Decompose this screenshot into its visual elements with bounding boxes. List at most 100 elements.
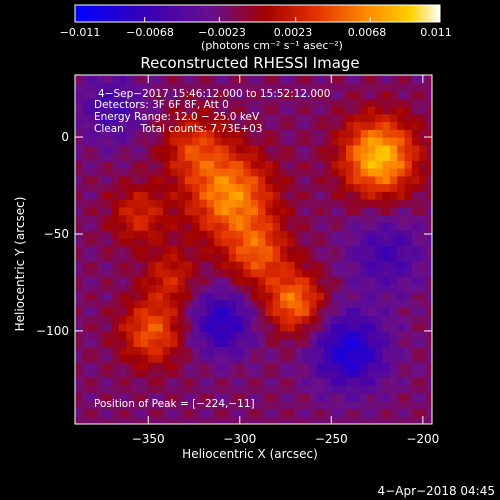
heatmap-cell [302, 330, 310, 340]
heatmap-cell [243, 354, 252, 363]
heatmap-cell [272, 330, 281, 340]
heatmap-cell [199, 330, 208, 340]
heatmap-cell [345, 400, 354, 410]
heatmap-cell [375, 330, 384, 340]
heatmap-cell [118, 152, 127, 161]
heatmap-cell [302, 137, 310, 146]
heatmap-cell [243, 400, 252, 410]
heatmap-cell [360, 338, 369, 348]
heatmap-cell [170, 299, 179, 309]
x-axis-ticks: −350 −300 −250 −200 [132, 75, 439, 446]
heatmap-cell [199, 261, 208, 270]
heatmap-cell [382, 160, 391, 169]
heatmap-cell [162, 253, 171, 262]
heatmap-cell [214, 230, 223, 239]
heatmap-cell [170, 199, 179, 208]
heatmap-cell [111, 261, 120, 270]
heatmap-cell [397, 152, 406, 161]
heatmap-cell [302, 292, 310, 301]
heatmap-cell [199, 416, 208, 424]
heatmap-cell [228, 175, 237, 185]
heatmap-cell [345, 385, 354, 394]
heatmap-cell [228, 82, 237, 92]
heatmap-cell [404, 416, 413, 424]
heatmap-cell [389, 106, 398, 115]
heatmap-cell [236, 307, 245, 317]
heatmap-cell [338, 98, 347, 107]
heatmap-cell [258, 230, 266, 239]
heatmap-cell [338, 199, 347, 208]
heatmap-cell [104, 261, 113, 270]
heatmap-cell [126, 385, 135, 394]
heatmap-cell [243, 284, 252, 293]
heatmap-cell [192, 237, 201, 247]
heatmap-cell [126, 338, 135, 348]
heatmap-cell [228, 168, 237, 177]
heatmap-cell [82, 222, 91, 231]
heatmap-cell [280, 292, 288, 301]
heatmap-cell [162, 160, 171, 169]
heatmap-cell [250, 168, 259, 177]
heatmap-cell [236, 113, 245, 123]
heatmap-cell [382, 261, 391, 270]
heatmap-cell [82, 175, 91, 185]
heatmap-cell [331, 206, 340, 216]
heatmap-cell [104, 168, 113, 177]
heatmap-cell [316, 369, 325, 379]
heatmap-cell [75, 416, 83, 424]
heatmap-cell [177, 168, 186, 177]
heatmap-cell [184, 222, 193, 231]
heatmap-cell [133, 385, 142, 394]
heatmap-cell [177, 175, 186, 185]
heatmap-cell [140, 199, 149, 208]
heatmap-cell [199, 98, 208, 107]
heatmap-cell [133, 222, 142, 231]
heatmap-cell [323, 315, 332, 324]
heatmap-cell [177, 183, 186, 192]
heatmap-cell [419, 144, 428, 154]
heatmap-cell [404, 222, 413, 231]
heatmap-cell [133, 400, 142, 410]
heatmap-cell [309, 175, 318, 185]
heatmap-cell [184, 346, 193, 355]
heatmap-cell [397, 392, 406, 402]
heatmap-cell [419, 284, 428, 293]
heatmap-cell [360, 284, 369, 293]
heatmap-cell [82, 98, 91, 107]
heatmap-cell [258, 113, 266, 123]
heatmap-cell [287, 253, 296, 262]
heatmap-cell [404, 160, 413, 169]
heatmap-cell [206, 144, 215, 154]
heatmap-cell [272, 160, 281, 169]
heatmap-cell [309, 183, 318, 192]
heatmap-cell [367, 183, 376, 192]
heatmap-cell [148, 361, 157, 371]
heatmap-cell [360, 408, 369, 417]
heatmap-cell [265, 292, 274, 301]
heatmap-cell [331, 292, 340, 301]
heatmap-cell [192, 230, 201, 239]
heatmap-cell [162, 113, 171, 123]
heatmap-cell [411, 160, 420, 169]
heatmap-cell [375, 214, 384, 223]
heatmap-cell [316, 82, 325, 92]
heatmap-cell [228, 121, 237, 130]
heatmap-cell [389, 152, 398, 161]
heatmap-cell [389, 237, 398, 247]
heatmap-cell [287, 206, 296, 216]
heatmap-cell [360, 106, 369, 115]
heatmap-cell [345, 214, 354, 223]
heatmap-cell [133, 82, 142, 92]
heatmap-cell [302, 82, 310, 92]
heatmap-cell [214, 214, 223, 223]
heatmap-cell [272, 346, 281, 355]
heatmap-cell [360, 261, 369, 270]
heatmap-cell [250, 416, 259, 424]
heatmap-cell [214, 175, 223, 185]
heatmap-cell [287, 230, 296, 239]
heatmap-cell [265, 323, 274, 332]
heatmap-cell [426, 222, 432, 231]
heatmap-cell [206, 330, 215, 340]
x-tick-label: −200 [406, 432, 439, 446]
heatmap-cell [367, 330, 376, 340]
